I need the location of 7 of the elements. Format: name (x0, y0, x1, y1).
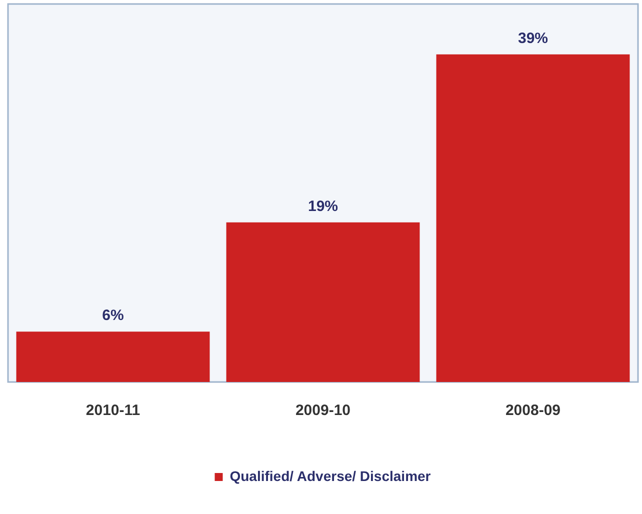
data-label: 6% (102, 307, 124, 324)
x-tick-label: 2009-10 (295, 402, 351, 420)
x-tick-label: 2010-11 (86, 402, 140, 420)
x-tick-label: 2008-09 (505, 402, 561, 420)
data-label: 19% (308, 198, 338, 216)
data-label: 39% (518, 30, 548, 48)
legend-label: Qualified/ Adverse/ Disclaimer (230, 468, 432, 484)
